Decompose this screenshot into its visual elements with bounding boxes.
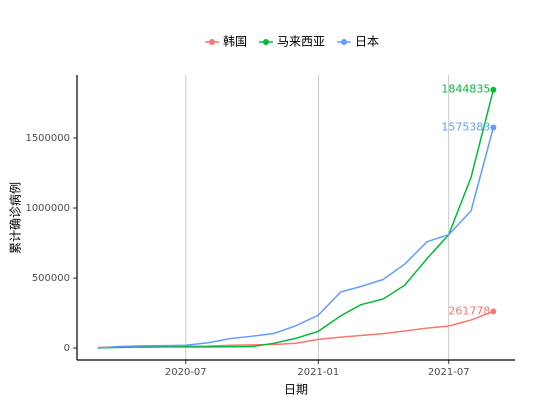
- legend-label: 韩国: [223, 34, 247, 49]
- end-point: [490, 124, 497, 131]
- x-tick-label: 2021-01: [297, 367, 339, 378]
- legend-key-point: [341, 39, 348, 45]
- value-label: 1575383: [441, 120, 490, 133]
- legend-key-point: [209, 39, 215, 45]
- y-tick-label: 1500000: [25, 133, 70, 144]
- y-tick-label: 500000: [32, 273, 70, 284]
- value-label: 1844835: [441, 83, 490, 96]
- legend-label: 日本: [355, 35, 379, 49]
- legend-key-point: [263, 39, 270, 45]
- end-point: [490, 308, 497, 315]
- y-axis-title: 累计确诊病例: [8, 182, 23, 254]
- y-tick-label: 1000000: [25, 203, 70, 214]
- x-tick-label: 2020-07: [165, 367, 207, 378]
- x-tick-label: 2021-07: [428, 367, 470, 378]
- series-line: [97, 127, 495, 349]
- x-axis-title: 日期: [284, 383, 308, 397]
- y-tick-label: 0: [64, 343, 70, 354]
- legend-label: 马来西亚: [277, 35, 325, 49]
- series-line: [97, 310, 494, 349]
- series-line: [97, 89, 495, 349]
- value-label: 261778: [448, 304, 490, 317]
- end-point: [490, 86, 497, 93]
